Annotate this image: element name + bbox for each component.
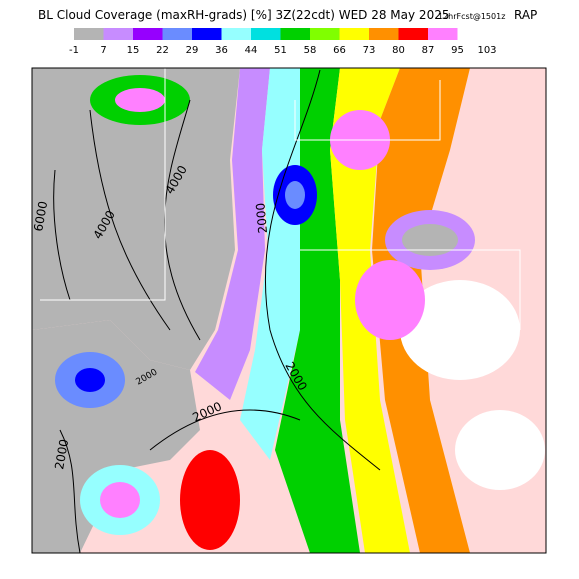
colorbar-swatch xyxy=(280,28,310,40)
colorbar-swatch xyxy=(310,28,340,40)
colorbar-label: 80 xyxy=(392,45,405,56)
colorbar-label: 87 xyxy=(422,45,435,56)
colorbar-label: 95 xyxy=(451,45,464,56)
colorbar-swatch xyxy=(162,28,192,40)
colorbar-label: 73 xyxy=(363,45,376,56)
model: RAP xyxy=(514,8,537,22)
colorbar-label: -1 xyxy=(69,45,79,56)
colorbar-label: 29 xyxy=(186,45,199,56)
colorbar-label: 36 xyxy=(215,45,228,56)
colorbar-swatch xyxy=(221,28,251,40)
colorbar-swatch xyxy=(251,28,281,40)
colorbar-label: 103 xyxy=(477,45,496,56)
contour-label: 2000 xyxy=(253,202,270,234)
colorbar-swatch xyxy=(369,28,399,40)
contour-label: 6000 xyxy=(31,200,50,233)
colorbar-swatch xyxy=(428,28,458,40)
colorbar-swatch xyxy=(74,28,104,40)
colorbar-label: 7 xyxy=(100,45,106,56)
colorbar-label: 66 xyxy=(333,45,346,56)
colorbar-swatch xyxy=(103,28,133,40)
colorbar-swatch xyxy=(192,28,222,40)
colorbar: -1 7 15 22 29 36 44 51 58 66 73 80 87 95 103 xyxy=(69,28,497,56)
colorbar-label: 15 xyxy=(127,45,140,56)
title: BL Cloud Coverage (maxRH-grads) [%] 3Z(2… xyxy=(38,8,449,22)
colorbar-swatch xyxy=(133,28,163,40)
map xyxy=(31,67,547,554)
colorbar-swatch xyxy=(339,28,369,40)
colorbar-label: 51 xyxy=(274,45,287,56)
colorbar-label: 22 xyxy=(156,45,169,56)
colorbar-swatch xyxy=(398,28,428,40)
colorbar-label: 58 xyxy=(304,45,317,56)
colorbar-swatch xyxy=(457,28,487,40)
forecast: 12hrFcst@1501z xyxy=(438,12,505,21)
colorbar-label: 44 xyxy=(245,45,258,56)
contour-label: 2000 xyxy=(52,438,71,471)
